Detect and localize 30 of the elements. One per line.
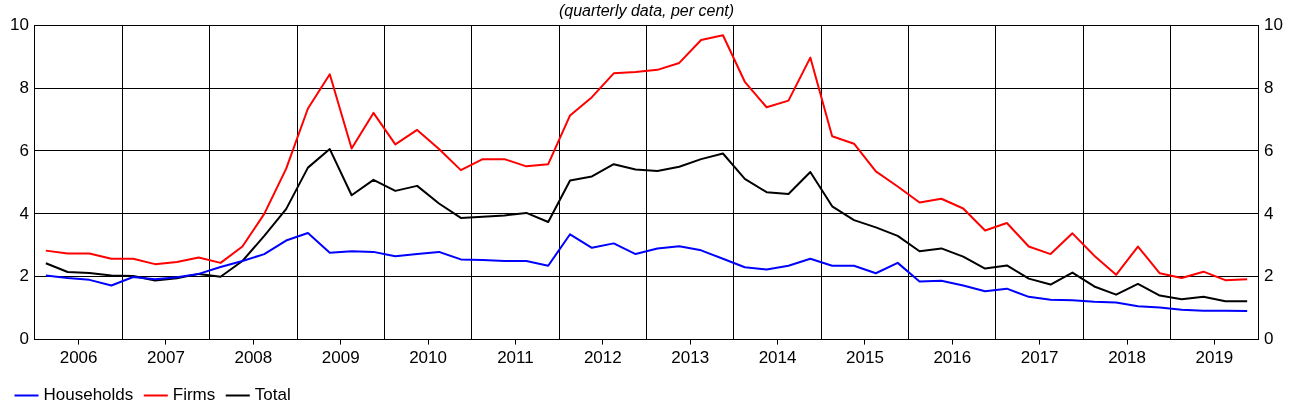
y-tick-label: 0 [19, 329, 29, 349]
y2-tick-label: 8 [1264, 77, 1274, 97]
x-tick-label: 2016 [933, 348, 972, 368]
y-tick-label: 2 [19, 266, 29, 286]
y-tick-label: 10 [9, 14, 29, 34]
x-tick-label: 2010 [409, 348, 447, 368]
x-tick-label: 2009 [321, 348, 360, 368]
y2-tick-label: 10 [1264, 14, 1284, 34]
x-tick-label: 2019 [1195, 348, 1234, 368]
y2-tick-label: 2 [1264, 266, 1274, 286]
y2-tick-label: 4 [1264, 203, 1274, 223]
y-tick-label: 4 [19, 203, 29, 223]
x-tick-label: 2014 [758, 348, 797, 368]
legend-label: Total [254, 385, 291, 405]
x-tick-label: 2008 [234, 348, 273, 368]
x-tick-label: 2007 [147, 348, 185, 368]
x-tick-label: 2011 [497, 348, 534, 368]
x-tick-label: 2006 [59, 348, 98, 368]
x-tick-label: 2018 [1108, 348, 1146, 368]
y-tick-label: 8 [19, 77, 29, 97]
x-tick-label: 2015 [846, 348, 884, 368]
x-tick-label: 2017 [1020, 348, 1059, 368]
legend-label: Households [43, 385, 134, 405]
legend-label: Firms [172, 385, 216, 405]
x-tick-label: 2013 [671, 348, 710, 368]
x-tick-label: 2012 [583, 348, 622, 368]
chart-title: (quarterly data, per cent) [558, 2, 735, 20]
y-tick-label: 6 [19, 140, 29, 160]
y2-tick-label: 6 [1264, 140, 1274, 160]
y2-tick-label: 0 [1264, 329, 1274, 349]
